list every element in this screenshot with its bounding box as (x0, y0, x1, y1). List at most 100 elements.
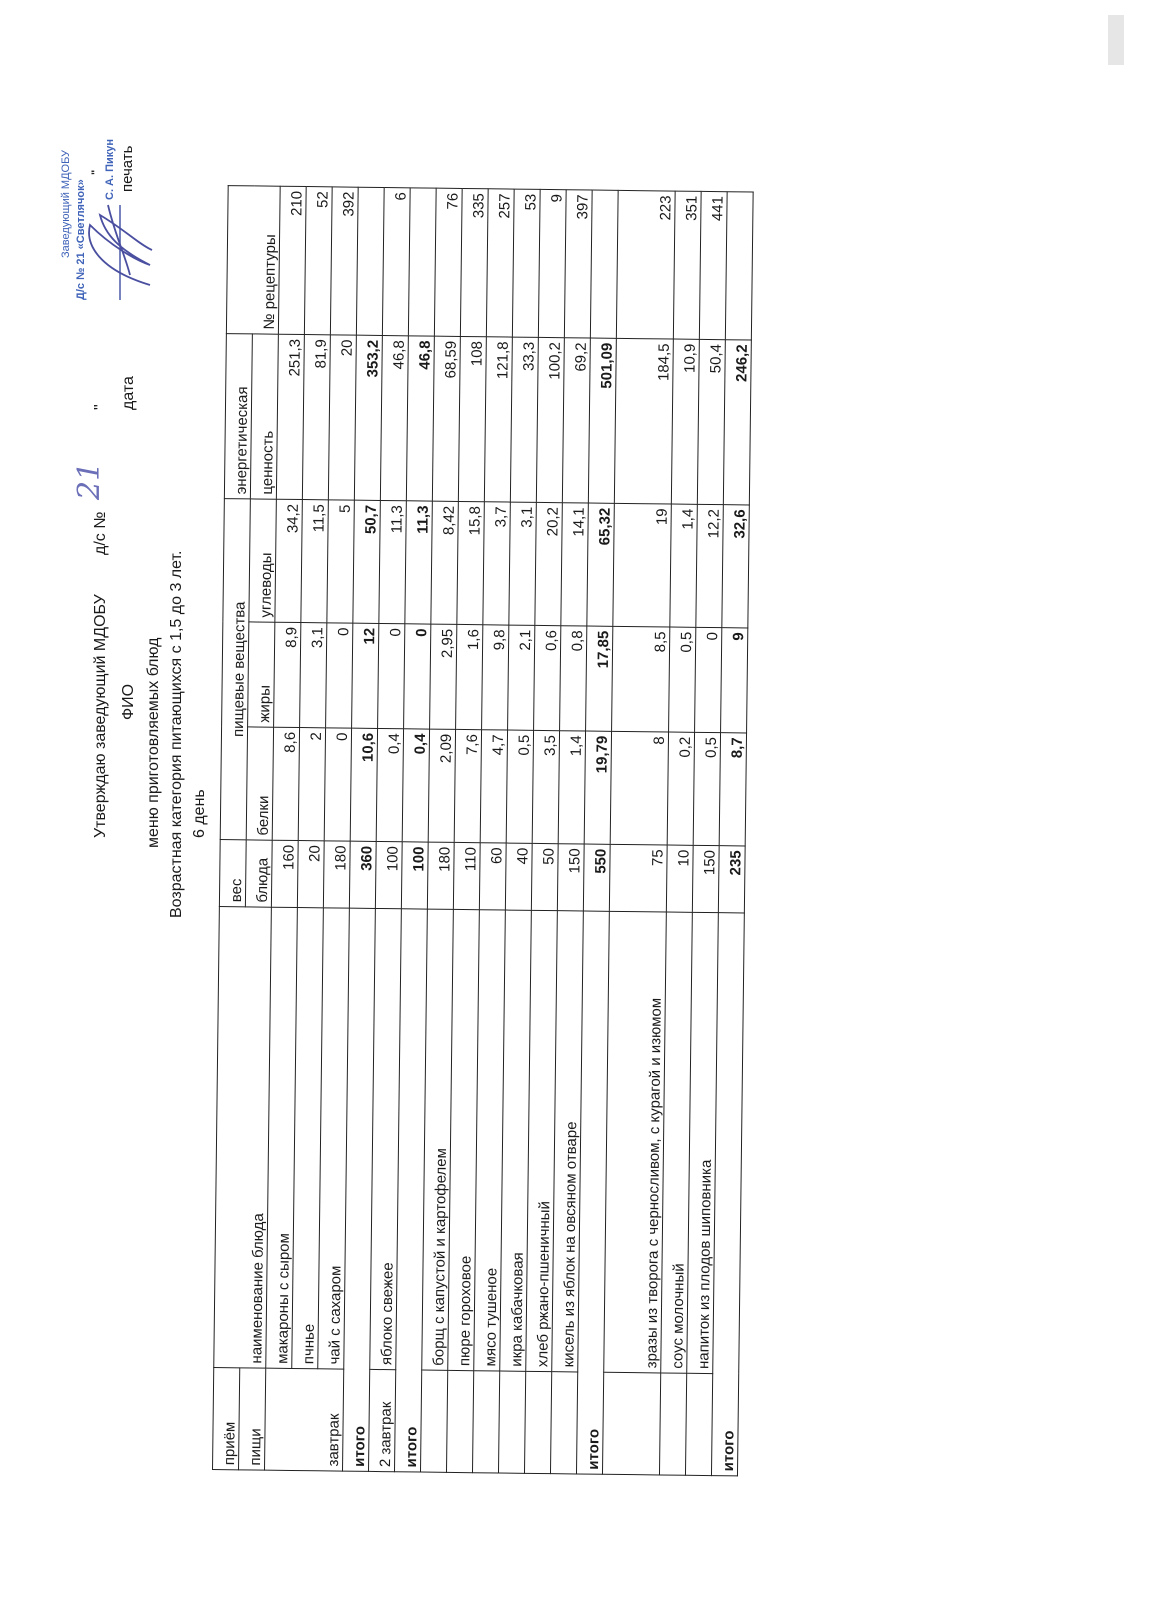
meal-cell (524, 1371, 552, 1474)
dish-fat: 8,5 (611, 626, 670, 733)
stamp-name: С. А. Пикун (104, 138, 116, 200)
kindergarten-number-label: д/с № (92, 511, 109, 555)
dish-weight: 100 (375, 841, 403, 909)
dish-weight: 75 (609, 844, 668, 913)
header-weight-2: блюда (245, 839, 273, 908)
total-weight: 100 (401, 841, 429, 910)
fio-label: ФИО (120, 683, 137, 720)
dish-recipe-number: 223 (616, 190, 676, 340)
total-label: итого (711, 912, 745, 1476)
dish-energy: 10,9 (671, 339, 700, 505)
dish-fat: 2,95 (429, 624, 457, 730)
meal-cell (550, 1371, 578, 1474)
dish-energy: 108 (458, 336, 487, 502)
dish-recipe-number: 76 (434, 188, 463, 337)
header-meal-1: приём (212, 1367, 240, 1470)
seal-label: печать (119, 145, 136, 192)
stamp-line-1: Заведующий МДОБУ (60, 149, 72, 258)
dish-energy: 68,59 (432, 336, 461, 502)
dish-energy: 100,2 (536, 337, 565, 503)
dish-recipe-number: 52 (304, 186, 333, 335)
total-weight: 550 (583, 844, 611, 912)
handwritten-kindergarten-number: 21 (72, 461, 107, 500)
dish-carbs: 11,5 (300, 499, 329, 623)
dish-protein: 2 (298, 727, 326, 841)
dish-energy: 20 (328, 334, 357, 501)
dish-energy: 33,3 (510, 337, 539, 503)
total-recipe-empty (725, 191, 754, 341)
dish-protein: 8,6 (272, 727, 300, 841)
dish-weight: 20 (297, 840, 325, 908)
dish-carbs: 5 (326, 499, 355, 624)
dish-recipe-number: 257 (486, 188, 515, 338)
header-meal-2: пищи (238, 1367, 266, 1471)
dish-weight: 110 (453, 842, 481, 910)
total-weight: 360 (349, 841, 377, 909)
date-quote: " (92, 404, 109, 410)
approval-line: Утверждаю заведующий МДОБУ (92, 594, 109, 838)
meal-cell: 2 завтрак (368, 1369, 396, 1472)
dish-carbs: 3,1 (508, 502, 537, 626)
dish-protein: 3,5 (532, 730, 560, 844)
dish-recipe-number: 392 (330, 186, 359, 336)
dish-recipe-number: 335 (460, 188, 489, 337)
meal-cell (659, 1372, 687, 1476)
signature-icon (88, 204, 153, 300)
total-weight: 235 (718, 845, 746, 913)
dish-weight: 180 (323, 840, 351, 909)
header-protein: белки (246, 726, 274, 841)
meal-cell (602, 1372, 661, 1475)
stamp-quote: " (90, 169, 102, 175)
total-recipe-empty (356, 187, 385, 336)
dish-fat: 9,8 (481, 624, 509, 731)
total-carbs: 11,3 (404, 500, 433, 625)
total-fat: 0 (403, 623, 431, 730)
dish-protein: 0 (324, 727, 352, 842)
dish-recipe-number: 6 (382, 187, 411, 336)
dish-name: зразы из творога с черносливом, с кураго… (603, 911, 667, 1373)
menu-title: меню приготовляемых блюд (145, 637, 162, 849)
total-energy: 353,2 (354, 335, 383, 501)
dish-recipe-number: 53 (512, 189, 541, 338)
dish-carbs: 3,7 (482, 501, 511, 626)
total-recipe-empty (408, 187, 437, 337)
meal-cell (446, 1370, 474, 1473)
total-fat: 12 (351, 623, 379, 729)
dish-fat: 0 (694, 627, 722, 733)
dish-protein: 0,4 (376, 728, 404, 842)
dish-protein: 0,2 (667, 732, 695, 846)
dish-fat: 0 (377, 623, 405, 729)
dish-fat: 0,6 (533, 625, 561, 731)
total-carbs: 50,7 (352, 500, 381, 624)
total-protein: 10,6 (350, 728, 378, 842)
header-energy-1: энергетическая (224, 333, 253, 499)
dish-fat: 8,9 (273, 622, 301, 728)
dish-protein: 8 (610, 731, 669, 846)
header-recipe: № рецептуры (226, 185, 281, 335)
dish-weight: 150 (557, 843, 585, 911)
dish-fat: 3,1 (299, 622, 327, 728)
header-fat: жиры (247, 621, 275, 728)
dish-protein: 4,7 (480, 729, 508, 844)
menu-rows: завтрак макароны с сыром 160 8,6 8,9 34,2 251,… (264, 186, 754, 1476)
dish-carbs: 1,4 (669, 504, 698, 628)
dish-energy: 184,5 (614, 338, 674, 505)
total-fat: 17,85 (585, 626, 613, 732)
dish-weight: 40 (505, 843, 533, 911)
total-protein: 0,4 (402, 728, 430, 843)
dish-protein: 0,5 (693, 732, 721, 846)
scan-artifact (1108, 15, 1124, 65)
dish-weight: 160 (271, 840, 299, 908)
total-fat: 9 (720, 627, 748, 733)
dish-carbs: 8,42 (430, 501, 459, 625)
dish-carbs: 34,2 (274, 499, 303, 623)
total-carbs: 32,6 (721, 504, 750, 628)
header-weight-1: вес (219, 839, 247, 907)
dish-fat: 2,1 (507, 625, 535, 731)
total-carbs: 65,32 (586, 503, 615, 627)
header-energy-2: ценность (250, 333, 279, 500)
total-protein: 19,79 (584, 731, 612, 845)
dish-carbs: 20,2 (534, 502, 563, 626)
dish-energy: 50,4 (697, 339, 726, 505)
